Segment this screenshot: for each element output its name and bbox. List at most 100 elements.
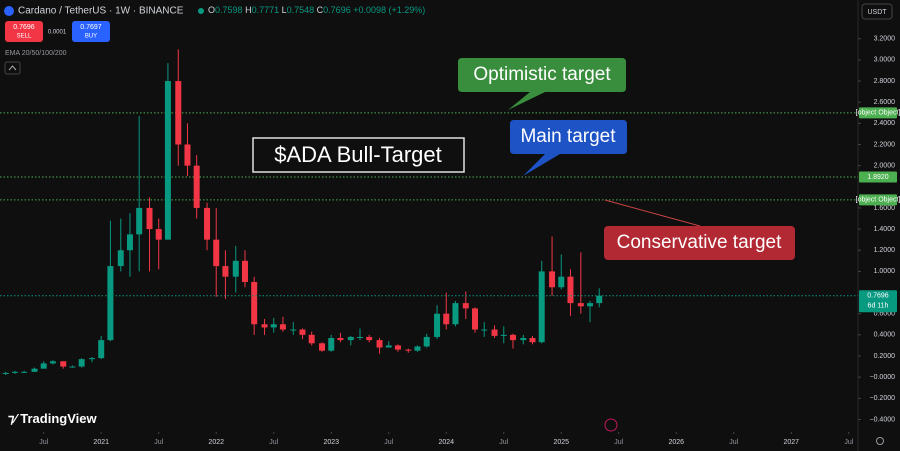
y-tick-label: 3.0000 — [874, 57, 896, 64]
candle-body — [146, 207, 153, 230]
buy-button[interactable] — [72, 21, 110, 42]
indicator[interactable]: EMA 20/50/100/200 — [5, 50, 67, 57]
candle-body — [175, 81, 182, 145]
candle-body — [107, 266, 114, 341]
plot: 3.2000 3.0000 2.8000 2.6000 2.4000 2.2000 2.00… — [0, 36, 895, 446]
y-tick-label: 2.2000 — [874, 141, 896, 148]
candle-body — [462, 303, 469, 309]
candle-body — [232, 260, 239, 277]
x-tick-label: 2027 — [784, 439, 800, 446]
currency-box[interactable] — [861, 3, 893, 20]
x-tick-label: 2026 — [668, 439, 684, 446]
candle-body — [328, 338, 335, 351]
candle-body — [376, 340, 383, 348]
candle-body — [567, 276, 574, 304]
sell-button[interactable] — [5, 21, 43, 42]
price-tag — [859, 194, 897, 206]
x-tick-label: Jul — [154, 439, 163, 446]
annotation-title: $ADA Bull-Target — [274, 142, 442, 167]
candle-body — [434, 313, 441, 337]
x-tick-label: 2024 — [438, 439, 454, 446]
annotation-conservative: Conservative target — [617, 232, 782, 253]
collapse-icon — [8, 65, 17, 71]
candle-body — [251, 281, 258, 325]
candle-body — [117, 250, 124, 267]
symbol: Cardano / TetherUS · 1W · BINANCE — [18, 6, 184, 17]
candle-body — [69, 366, 76, 368]
y-tick-label: 1.4000 — [874, 226, 896, 233]
candle-body — [40, 363, 47, 369]
main-callout — [510, 120, 627, 176]
candle-body — [222, 266, 229, 277]
candle-body — [347, 336, 354, 341]
y-tick-label: 1.6000 — [874, 205, 896, 212]
candle-body — [405, 349, 412, 351]
status-dot — [198, 8, 204, 14]
candle-body — [308, 334, 315, 344]
settings-icon[interactable] — [876, 437, 884, 445]
y-tick-label: 0.6000 — [874, 311, 896, 318]
x-tick-label: Jul — [384, 439, 393, 446]
candle-body — [31, 368, 38, 372]
y-tick-label: −0.0000 — [870, 374, 896, 381]
brand-name[interactable]: TradingView — [20, 411, 97, 426]
price-tag-label: 0.7696 — [867, 293, 889, 300]
annotation-optimistic: Optimistic target — [473, 64, 611, 85]
price-tag-countdown: 6d 11h — [868, 303, 889, 310]
price-tag-label: 1.8920 — [867, 174, 889, 181]
candle-body — [500, 334, 507, 336]
candle-body — [279, 324, 286, 330]
candle-body — [184, 144, 191, 166]
candle-body — [11, 371, 18, 373]
annotation-main: Main target — [520, 126, 616, 147]
buy-price[interactable]: 0.7697 — [80, 24, 102, 31]
ohlc-key: H — [245, 5, 252, 15]
candle-body — [520, 338, 527, 341]
y-tick-label: 2.0000 — [874, 162, 896, 169]
x-tick-label: Jul — [269, 439, 278, 446]
candle-body — [414, 346, 421, 351]
candle-body — [319, 343, 326, 351]
candle-body — [299, 329, 306, 335]
y-tick-label: −0.4000 — [870, 416, 896, 423]
spread: 0.0001 — [48, 30, 67, 36]
price-tag — [859, 171, 897, 183]
candle-body — [126, 234, 133, 251]
sell-label[interactable]: SELL — [17, 34, 32, 40]
candle-body — [270, 324, 277, 328]
sell-price[interactable]: 0.7696 — [13, 24, 35, 31]
price-tag-label: [object Object] — [856, 197, 900, 204]
currency[interactable]: USDT — [867, 9, 887, 16]
candle-body — [538, 271, 545, 343]
candle-body — [472, 308, 479, 330]
buy-label[interactable]: BUY — [85, 34, 97, 40]
brand[interactable]: ⁊⁄ TradingView — [8, 411, 97, 426]
candle-body — [89, 358, 96, 360]
candle-body — [98, 340, 105, 359]
price-tag — [859, 290, 897, 313]
price-tag — [859, 107, 897, 119]
x-tick-label: Jul — [729, 439, 738, 446]
candle-body — [509, 334, 516, 341]
candle-body — [423, 336, 430, 347]
ohlc-value: 0.7696 — [323, 5, 351, 15]
candle-body — [2, 372, 9, 374]
ohlc-value: 0.7771 — [252, 5, 280, 15]
y-tick-label: −0.2000 — [870, 395, 896, 402]
candle-body — [337, 338, 344, 341]
candle-body — [49, 361, 56, 364]
ohlc: O0.7598 H0.7771 L0.7548 C0.7696 +0.0098 … — [208, 5, 425, 15]
y-tick-label: 2.8000 — [874, 78, 896, 85]
candle-body — [21, 371, 28, 373]
flash-icon[interactable] — [604, 418, 618, 432]
candle-body — [443, 313, 450, 325]
candle-body — [394, 345, 401, 350]
ohlc-key: L — [282, 5, 287, 15]
conservative-pointer — [604, 199, 701, 227]
y-tick-label: 1.2000 — [874, 247, 896, 254]
x-tick-label: Jul — [614, 439, 623, 446]
candle-body — [213, 239, 220, 267]
collapse-button[interactable] — [4, 61, 21, 75]
candle-body — [204, 207, 211, 240]
